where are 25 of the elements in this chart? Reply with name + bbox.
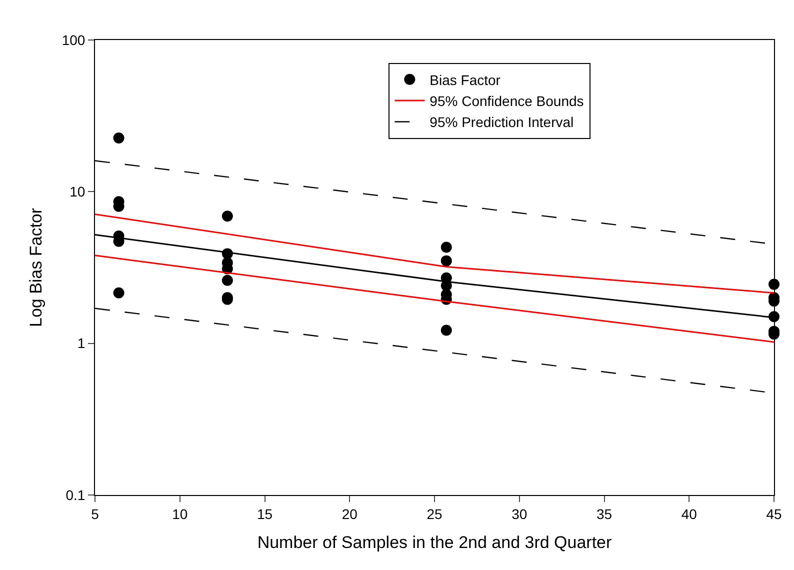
x-tick-label: 15 [256,506,273,522]
y-tick-label: 100 [62,32,86,48]
x-tick-label: 35 [596,506,612,522]
x-tick-label: 10 [172,506,188,522]
point [113,132,124,144]
point [113,287,124,298]
point [440,242,452,253]
point [222,210,233,222]
x-tick-label: 30 [512,506,528,522]
point [222,274,233,286]
y-tick-label: 1 [77,335,86,352]
y-tick-label: 0.1 [66,486,86,503]
y-tick-label: 10 [70,184,86,200]
legend-label: Bias Factor [430,72,501,88]
legend-label: 95% Confidence Bounds [430,93,584,110]
point [440,255,452,266]
x-tick-label: 40 [681,506,698,522]
x-tick-label: 25 [426,506,442,522]
y-axis-title: Log Bias Factor [26,208,46,328]
x-tick-label: 5 [91,506,100,522]
x-tick-label: 20 [342,506,358,522]
point [440,324,452,336]
x-axis-title: Number of Samples in the 2nd and 3rd Quarter [257,533,612,552]
x-tick-label: 45 [766,506,782,522]
legend-label: 95% Prediction Interval [430,114,574,130]
